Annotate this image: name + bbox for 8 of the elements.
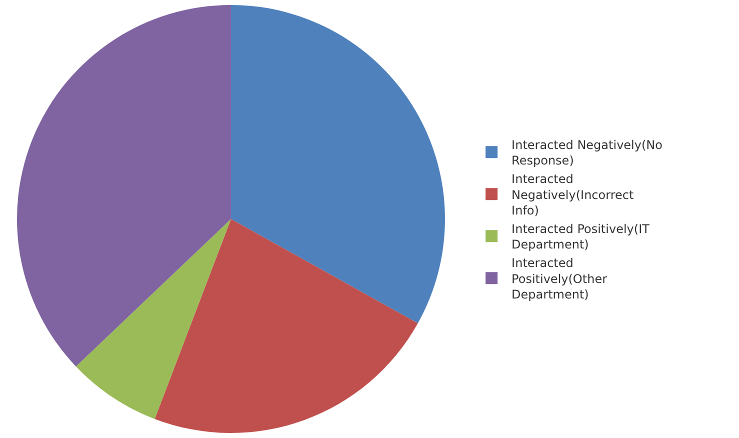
pie-slice (76, 219, 231, 419)
pie-slice (154, 219, 418, 433)
legend-label: Interacted Negatively(Incorrect Info) (512, 172, 634, 218)
pie-slice (17, 5, 231, 366)
legend-label: Interacted Positively(Other Department) (512, 256, 608, 302)
legend-label: Interacted Negatively(No Response) (512, 138, 662, 168)
pie-slice (230, 5, 445, 324)
legend-label: Interacted Positively(IT Department) (512, 222, 650, 252)
